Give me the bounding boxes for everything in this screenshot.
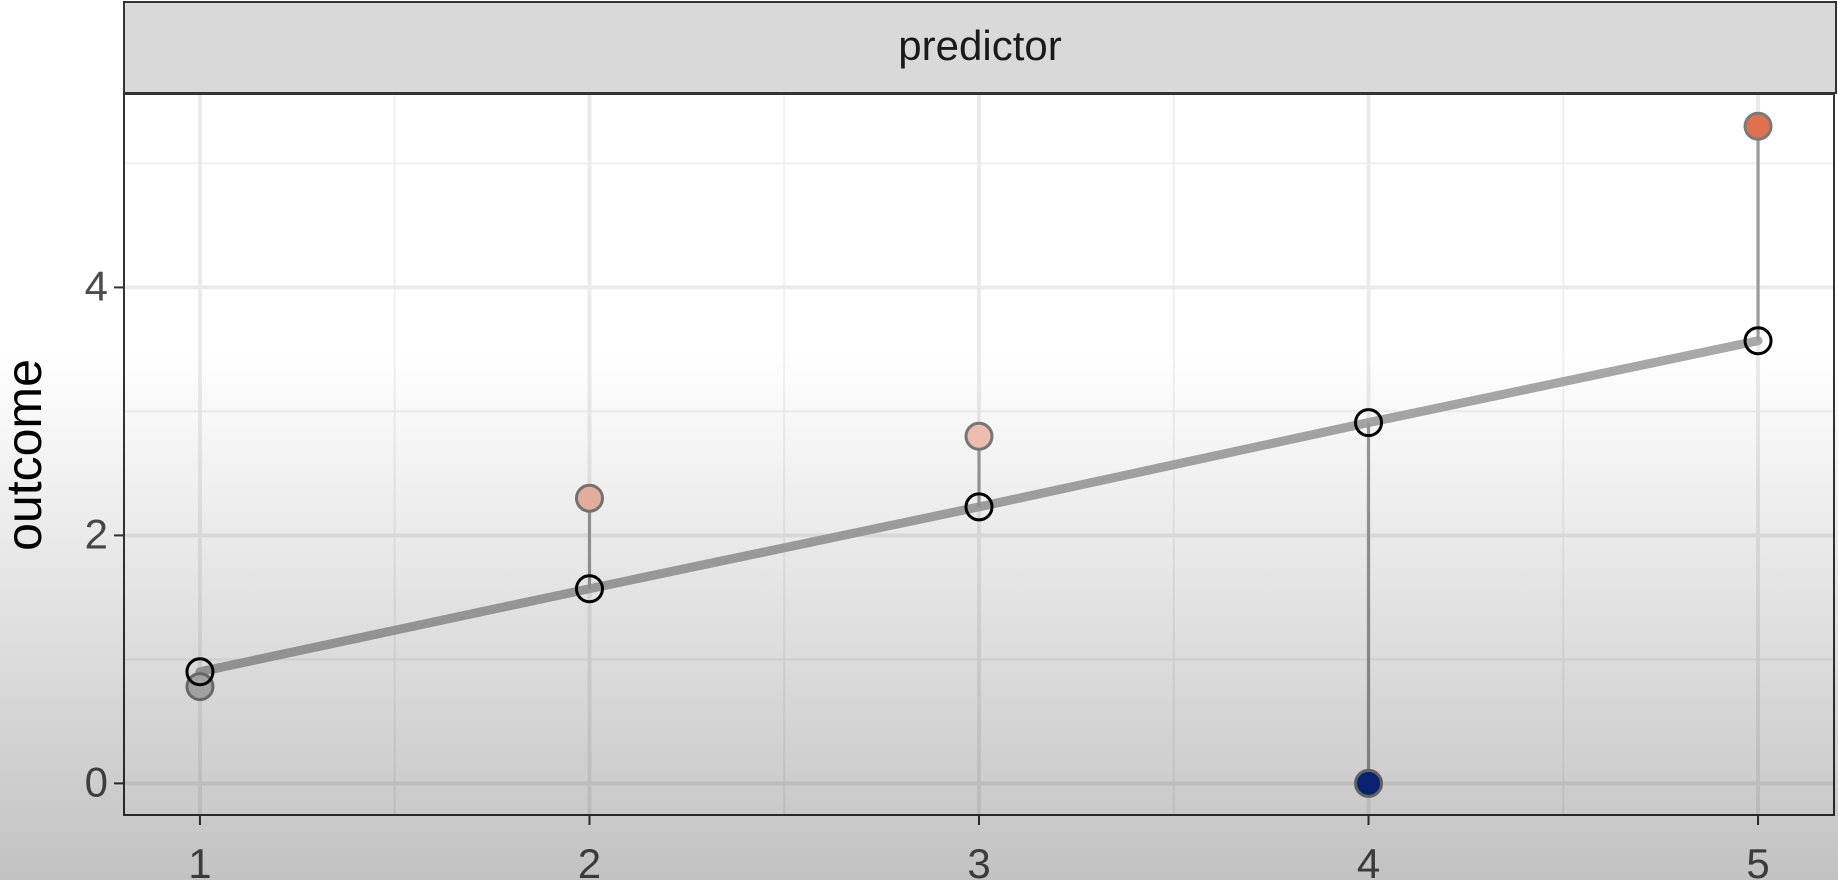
observed-point — [185, 672, 215, 702]
y-tick-label: 4 — [85, 263, 108, 310]
x-tick-label: 2 — [578, 840, 601, 880]
x-tick-label: 3 — [967, 840, 990, 880]
strip-label: predictor — [898, 22, 1061, 69]
x-tick-label: 1 — [188, 840, 211, 880]
observed-point — [1743, 111, 1773, 141]
observed-point — [964, 421, 994, 451]
x-tick-label: 4 — [1357, 840, 1380, 880]
observed-point — [1354, 768, 1384, 798]
y-tick-label: 2 — [85, 510, 108, 557]
observed-point — [574, 483, 604, 513]
x-tick-label: 5 — [1746, 840, 1769, 880]
plot-area — [123, 93, 1835, 816]
y-tick-label: 0 — [85, 758, 108, 805]
y-axis-title: outcome — [0, 359, 52, 551]
